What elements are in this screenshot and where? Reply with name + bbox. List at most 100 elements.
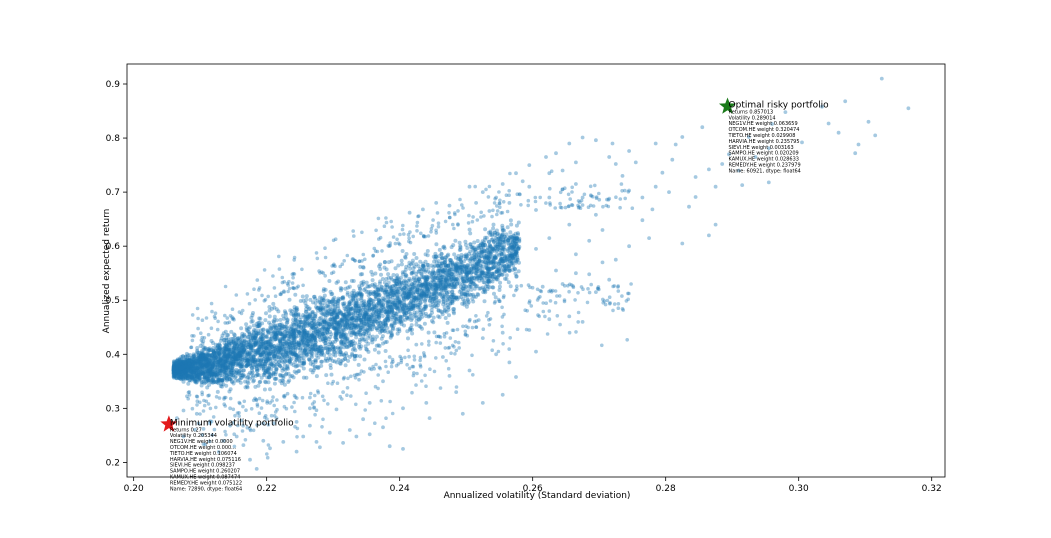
- scatter-point: [261, 368, 266, 372]
- scatter-point: [224, 383, 229, 388]
- scatter-point: [370, 298, 374, 303]
- scatter-point: [312, 315, 317, 320]
- scatter-point: [445, 320, 450, 325]
- scatter-point: [435, 282, 440, 287]
- scatter-point: [469, 274, 474, 279]
- scatter-point: [177, 370, 182, 375]
- scatter-point: [408, 284, 412, 289]
- scatter-point: [261, 366, 266, 371]
- scatter-point: [438, 291, 443, 296]
- scatter-point: [514, 251, 519, 256]
- scatter-point: [436, 263, 441, 268]
- scatter-point: [277, 364, 282, 368]
- scatter-point: [449, 245, 454, 250]
- scatter-point: [371, 320, 376, 324]
- scatter-point: [213, 356, 218, 361]
- scatter-point: [192, 368, 197, 373]
- scatter-point: [282, 309, 287, 314]
- scatter-point: [304, 297, 309, 302]
- scatter-point: [215, 389, 220, 394]
- scatter-point: [499, 256, 504, 261]
- scatter-point: [468, 280, 473, 285]
- scatter-point: [294, 315, 298, 320]
- scatter-point: [285, 333, 290, 338]
- scatter-point: [218, 362, 223, 367]
- scatter-point: [207, 353, 212, 358]
- scatter-point: [477, 250, 482, 255]
- scatter-point: [214, 346, 219, 351]
- scatter-point: [283, 359, 288, 364]
- scatter-point: [298, 333, 303, 338]
- scatter-point: [482, 280, 487, 285]
- scatter-point: [257, 348, 262, 352]
- scatter-point: [490, 275, 495, 280]
- scatter-point: [185, 373, 190, 378]
- scatter-point: [318, 306, 323, 311]
- scatter-point: [437, 315, 442, 320]
- scatter-point: [447, 277, 452, 282]
- scatter-point: [476, 255, 481, 260]
- scatter-point: [171, 369, 176, 374]
- scatter-point: [449, 299, 454, 304]
- scatter-point: [440, 312, 445, 317]
- scatter-point: [196, 375, 201, 379]
- scatter-points: [171, 76, 911, 471]
- scatter-point: [317, 349, 322, 353]
- scatter-point: [485, 266, 490, 271]
- scatter-point: [423, 281, 428, 286]
- scatter-point: [462, 254, 467, 259]
- scatter-point: [413, 289, 418, 294]
- scatter-point: [402, 302, 407, 307]
- scatter-point: [218, 347, 223, 352]
- scatter-point: [245, 375, 250, 380]
- scatter-point: [486, 279, 491, 284]
- scatter-point: [327, 346, 332, 351]
- scatter-point: [458, 244, 463, 249]
- scatter-point: [292, 307, 297, 312]
- scatter-point: [329, 372, 334, 377]
- scatter-point: [314, 374, 319, 379]
- scatter-point: [264, 311, 268, 316]
- scatter-point: [352, 325, 356, 330]
- scatter-point: [197, 361, 202, 366]
- scatter-point: [316, 323, 321, 328]
- scatter-point: [361, 323, 366, 328]
- scatter-point: [209, 364, 214, 369]
- scatter-point: [335, 304, 340, 308]
- scatter-point: [274, 307, 279, 312]
- scatter-point: [492, 275, 497, 279]
- scatter-point: [414, 315, 419, 320]
- scatter-point: [425, 253, 430, 258]
- scatter-point: [286, 380, 291, 384]
- scatter-point: [257, 316, 262, 321]
- scatter-point: [258, 331, 263, 336]
- scatter-point: [256, 350, 261, 355]
- scatter-point: [195, 375, 200, 380]
- scatter-point: [369, 321, 374, 326]
- scatter-point: [237, 363, 242, 368]
- scatter-point: [321, 337, 326, 342]
- scatter-point: [185, 373, 190, 378]
- scatter-point: [303, 321, 308, 326]
- scatter-point: [395, 275, 400, 280]
- scatter-point: [419, 294, 424, 299]
- scatter-point: [452, 307, 457, 312]
- scatter-point: [486, 256, 491, 261]
- scatter-point: [271, 301, 276, 306]
- scatter-point: [238, 360, 243, 365]
- scatter-point: [507, 268, 512, 273]
- scatter-point: [509, 257, 514, 262]
- scatter-point: [245, 358, 250, 363]
- scatter-point: [303, 351, 308, 355]
- scatter-point: [487, 285, 492, 290]
- scatter-point: [513, 251, 518, 256]
- scatter-point: [475, 239, 480, 243]
- scatter-point: [340, 317, 345, 322]
- scatter-point: [479, 254, 483, 259]
- scatter-point: [409, 271, 414, 276]
- scatter-point: [240, 364, 245, 369]
- scatter-point: [363, 316, 368, 321]
- scatter-point: [213, 353, 218, 358]
- scatter-point: [336, 296, 341, 301]
- scatter-point: [400, 249, 405, 253]
